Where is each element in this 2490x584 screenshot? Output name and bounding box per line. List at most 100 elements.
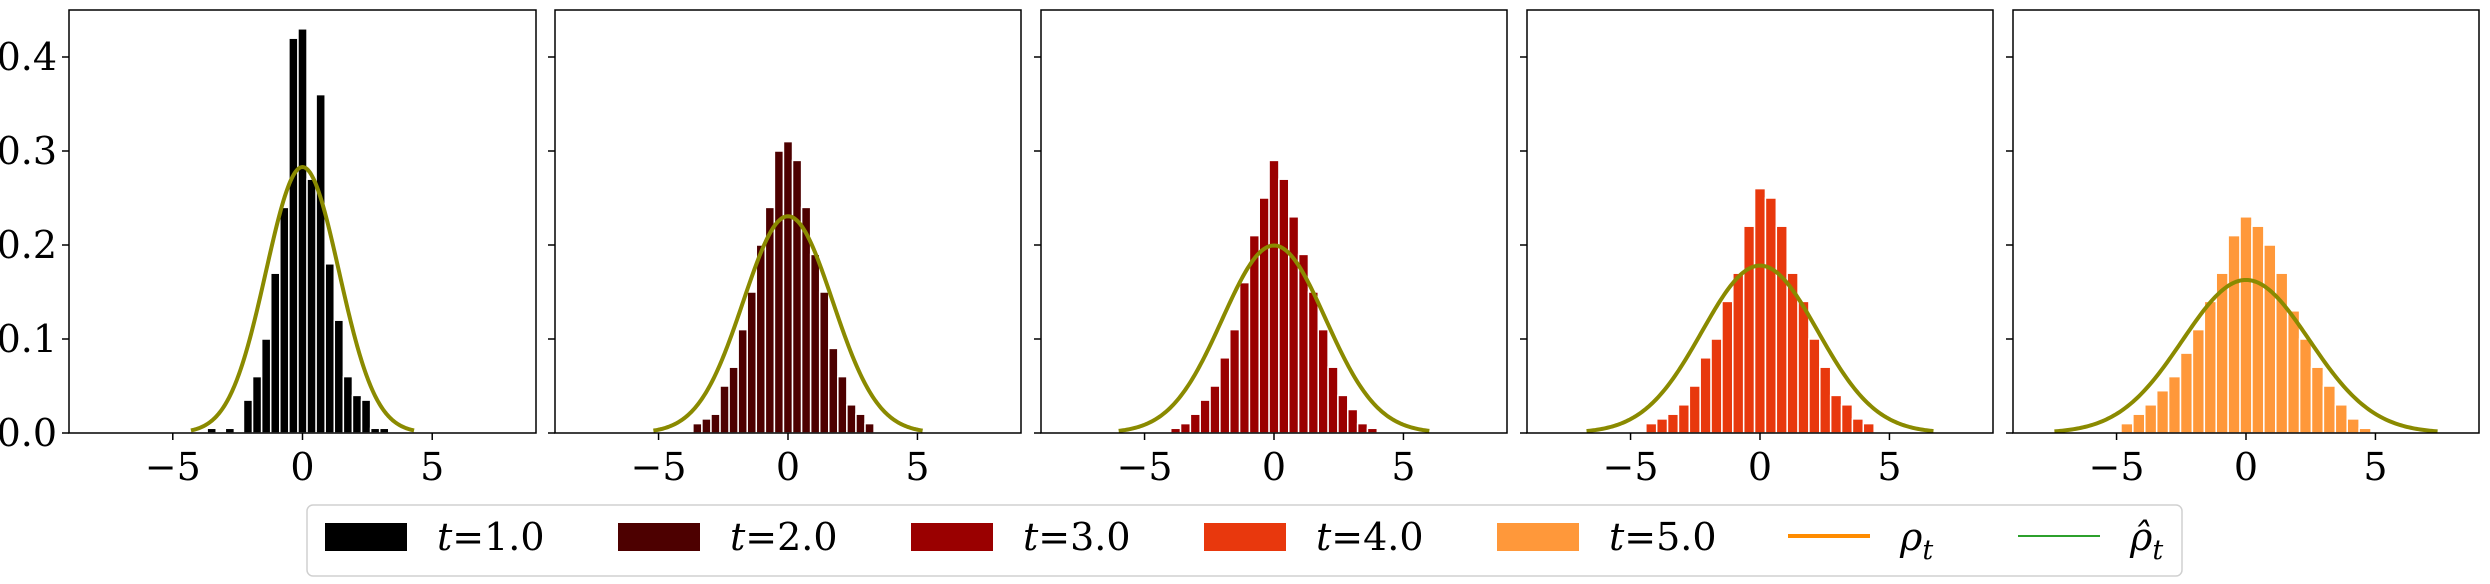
density-curve <box>1118 243 1430 433</box>
histogram-bar <box>251 375 263 434</box>
histogram-bar <box>260 338 272 434</box>
histogram-bar <box>2215 272 2229 434</box>
histogram-bar <box>1307 291 1320 434</box>
legend-label: ρt <box>1899 515 1933 566</box>
histogram-bar <box>837 375 848 434</box>
histogram-bar <box>1764 197 1778 434</box>
histogram-bar <box>1655 418 1669 434</box>
histogram-bar <box>2120 422 2134 434</box>
density-curve <box>1586 263 1934 434</box>
histogram-bar <box>1356 422 1369 434</box>
histogram-bar <box>2203 300 2217 434</box>
histogram-bar <box>2191 328 2206 434</box>
legend-entry-7: ρ̂t <box>2018 515 2163 566</box>
legend-entry-2: t=2.0 <box>618 515 838 559</box>
legend-entry-6: ρt <box>1788 515 1933 566</box>
histogram-bar <box>1209 385 1221 434</box>
histogram-bars <box>2120 216 2372 434</box>
histogram-bar <box>2179 352 2194 434</box>
histogram-bars <box>206 28 390 434</box>
histogram-bar <box>692 422 703 434</box>
legend-swatch <box>911 523 993 551</box>
legend-entry-1: t=1.0 <box>325 515 545 559</box>
histogram-bar <box>1797 300 1810 434</box>
x-tick-label: 5 <box>1391 445 1415 489</box>
histogram-bar <box>1710 338 1723 434</box>
x-tick-label: 0 <box>2234 445 2258 489</box>
histogram-bar <box>1677 404 1691 434</box>
histogram-bar <box>2322 385 2337 434</box>
histogram-bar <box>773 150 785 434</box>
histogram-bar <box>1862 422 1875 434</box>
x-tick-label: 0 <box>1262 445 1286 489</box>
histogram-bar <box>2144 404 2158 434</box>
histogram-bar <box>360 399 372 434</box>
x-tick-label: 5 <box>2363 445 2387 489</box>
histogram-bar <box>2263 244 2277 434</box>
x-tick-label: −5 <box>2089 445 2145 489</box>
x-tick-label: −5 <box>1603 445 1659 489</box>
legend-label: t=4.0 <box>1316 515 1424 559</box>
x-tick-label: 5 <box>1877 445 1901 489</box>
histogram-bar <box>1699 357 1712 434</box>
histogram-bar <box>701 418 712 434</box>
histogram-bar <box>2239 216 2253 434</box>
y-tick-label: 0.1 <box>0 317 57 361</box>
legend-label: t=2.0 <box>730 515 838 559</box>
histogram-bar <box>1199 399 1211 434</box>
legend-swatch <box>325 523 407 551</box>
histogram-bar <box>818 291 830 434</box>
legend-entry-5: t=5.0 <box>1497 515 1717 559</box>
histogram-bar <box>791 159 803 434</box>
histogram-bar <box>855 413 866 434</box>
legend-entry-3: t=3.0 <box>911 515 1131 559</box>
legend-label: ρ̂t <box>2129 515 2163 566</box>
x-tick-label: −5 <box>1117 445 1173 489</box>
histogram-bar <box>809 253 821 434</box>
histogram-bar <box>719 385 730 434</box>
histogram-bar <box>2286 310 2301 434</box>
histogram-bar <box>737 328 748 434</box>
panels: −5 0 5 0.0 0.1 0.2 0.3 0.4 −5 0 5 −5 0 5 −5 0 5 −5 0 5 <box>0 9 2480 489</box>
x-tick-label: 5 <box>905 445 929 489</box>
histogram-bar <box>1732 272 1745 434</box>
y-tick-label: 0.3 <box>0 129 57 173</box>
histogram-bar <box>1819 366 1832 434</box>
histogram-bar <box>2310 366 2325 434</box>
histogram-bar <box>351 394 363 434</box>
histogram-bar <box>1327 366 1339 434</box>
histogram-bar <box>1666 413 1680 434</box>
histogram-bar <box>2346 418 2360 434</box>
histogram-bar <box>1840 404 1854 434</box>
histogram-bar <box>1829 394 1843 434</box>
histogram-bar <box>728 366 739 434</box>
histogram-bar <box>1742 225 1756 434</box>
histogram-bar <box>1189 413 1201 434</box>
y-tick-label: 0.2 <box>0 223 57 267</box>
density-curve <box>2054 277 2438 434</box>
histogram-bars <box>1645 187 1875 434</box>
histogram-bar <box>710 413 721 434</box>
x-tick-label: 5 <box>420 445 444 489</box>
histogram-bar <box>2334 404 2348 434</box>
histogram-bar <box>1347 408 1359 434</box>
histogram-bar <box>1288 216 1300 434</box>
histogram-bar <box>315 93 326 434</box>
x-tick-label: 0 <box>1748 445 1772 489</box>
histogram-bar <box>864 422 875 434</box>
panel-3: −5 0 5 <box>1034 9 1508 489</box>
panel-4: −5 0 5 <box>1520 9 1994 489</box>
histogram-bar <box>297 28 308 434</box>
panel-2: −5 0 5 <box>548 9 1022 489</box>
histogram-bar <box>1179 422 1192 434</box>
histogram-bar <box>2298 338 2313 434</box>
histogram-bar <box>2132 413 2146 434</box>
panel-5: −5 0 5 <box>2006 9 2480 489</box>
histogram-bar <box>242 399 254 434</box>
histogram-bar <box>746 291 758 434</box>
histogram-bar <box>1258 197 1270 434</box>
histogram-bar <box>324 263 336 434</box>
histogram-bar <box>288 37 299 434</box>
y-tick-label: 0.0 <box>0 411 57 455</box>
